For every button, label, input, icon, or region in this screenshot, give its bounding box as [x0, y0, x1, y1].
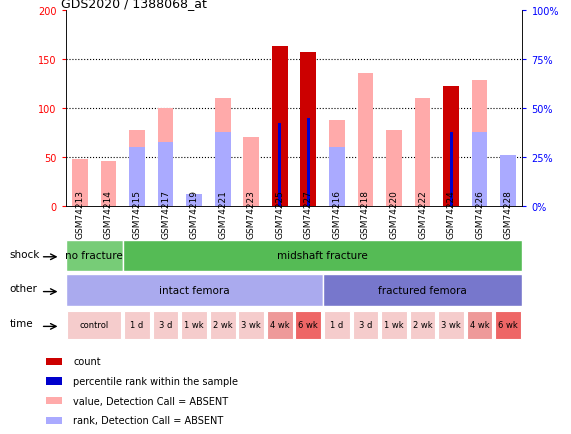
- Bar: [129, 148, 145, 206]
- Text: GSM74216: GSM74216: [332, 190, 341, 239]
- Text: other: other: [10, 284, 38, 294]
- Text: GSM74213: GSM74213: [75, 190, 85, 239]
- Bar: [439, 311, 464, 339]
- Bar: [357, 73, 373, 206]
- Bar: [123, 240, 522, 271]
- Bar: [300, 53, 316, 206]
- Text: GSM74225: GSM74225: [275, 190, 284, 239]
- Text: fractured femora: fractured femora: [378, 286, 467, 295]
- Text: GSM74224: GSM74224: [447, 190, 456, 239]
- Text: 1 wk: 1 wk: [184, 321, 204, 329]
- Bar: [279, 124, 281, 206]
- Bar: [66, 240, 123, 271]
- Bar: [67, 311, 122, 339]
- Bar: [215, 133, 231, 206]
- Bar: [496, 311, 521, 339]
- Bar: [100, 161, 116, 206]
- Text: rank, Detection Call = ABSENT: rank, Detection Call = ABSENT: [73, 415, 224, 425]
- Bar: [46, 417, 62, 424]
- Bar: [215, 99, 231, 206]
- Text: 3 wk: 3 wk: [242, 321, 261, 329]
- Bar: [323, 275, 522, 306]
- Text: intact femora: intact femora: [159, 286, 230, 295]
- Text: value, Detection Call = ABSENT: value, Detection Call = ABSENT: [73, 396, 228, 406]
- Bar: [500, 155, 516, 206]
- Text: 3 wk: 3 wk: [441, 321, 461, 329]
- Bar: [239, 311, 264, 339]
- Bar: [272, 47, 288, 206]
- Bar: [153, 311, 178, 339]
- Text: 1 d: 1 d: [330, 321, 344, 329]
- Text: 2 wk: 2 wk: [213, 321, 232, 329]
- Bar: [129, 131, 145, 206]
- Text: 1 d: 1 d: [130, 321, 144, 329]
- Text: GSM74215: GSM74215: [132, 190, 142, 239]
- Text: 4 wk: 4 wk: [470, 321, 489, 329]
- Bar: [467, 311, 493, 339]
- Text: GSM74217: GSM74217: [161, 190, 170, 239]
- Text: count: count: [73, 357, 101, 367]
- Bar: [182, 311, 207, 339]
- Bar: [300, 117, 316, 206]
- Text: 4 wk: 4 wk: [270, 321, 289, 329]
- Text: 1 wk: 1 wk: [384, 321, 404, 329]
- Bar: [329, 148, 345, 206]
- Text: 2 wk: 2 wk: [413, 321, 432, 329]
- Bar: [46, 378, 62, 385]
- Bar: [210, 311, 236, 339]
- Text: 6 wk: 6 wk: [299, 321, 318, 329]
- Text: 6 wk: 6 wk: [498, 321, 518, 329]
- Bar: [158, 143, 174, 206]
- Bar: [186, 194, 202, 206]
- Bar: [66, 275, 323, 306]
- Text: GSM74223: GSM74223: [247, 190, 256, 239]
- Text: GSM74227: GSM74227: [304, 190, 313, 239]
- Bar: [443, 87, 459, 206]
- Text: GSM74221: GSM74221: [218, 190, 227, 239]
- Text: 3 d: 3 d: [159, 321, 172, 329]
- Bar: [124, 311, 150, 339]
- Bar: [158, 108, 174, 206]
- Bar: [307, 118, 309, 206]
- Text: GSM74219: GSM74219: [190, 190, 199, 239]
- Bar: [443, 87, 459, 206]
- Bar: [186, 194, 202, 206]
- Text: GDS2020 / 1388068_at: GDS2020 / 1388068_at: [61, 0, 207, 10]
- Bar: [267, 311, 292, 339]
- Bar: [472, 81, 488, 206]
- Bar: [46, 358, 62, 365]
- Bar: [353, 311, 379, 339]
- Bar: [329, 121, 345, 206]
- Bar: [324, 311, 350, 339]
- Bar: [381, 311, 407, 339]
- Text: GSM74218: GSM74218: [361, 190, 370, 239]
- Text: 3 d: 3 d: [359, 321, 372, 329]
- Bar: [386, 131, 402, 206]
- Bar: [243, 138, 259, 206]
- Text: time: time: [10, 319, 34, 329]
- Bar: [410, 311, 436, 339]
- Bar: [450, 133, 452, 206]
- Text: no fracture: no fracture: [65, 251, 123, 260]
- Text: GSM74228: GSM74228: [504, 190, 513, 239]
- Bar: [46, 397, 62, 404]
- Text: GSM74220: GSM74220: [389, 190, 399, 239]
- Text: midshaft fracture: midshaft fracture: [278, 251, 368, 260]
- Bar: [472, 133, 488, 206]
- Bar: [415, 99, 431, 206]
- Bar: [272, 124, 288, 206]
- Text: shock: shock: [10, 249, 40, 259]
- Text: percentile rank within the sample: percentile rank within the sample: [73, 376, 238, 386]
- Text: GSM74226: GSM74226: [475, 190, 484, 239]
- Bar: [72, 159, 88, 206]
- Bar: [296, 311, 321, 339]
- Text: GSM74214: GSM74214: [104, 190, 113, 239]
- Text: GSM74222: GSM74222: [418, 190, 427, 239]
- Text: control: control: [79, 321, 109, 329]
- Bar: [500, 155, 516, 206]
